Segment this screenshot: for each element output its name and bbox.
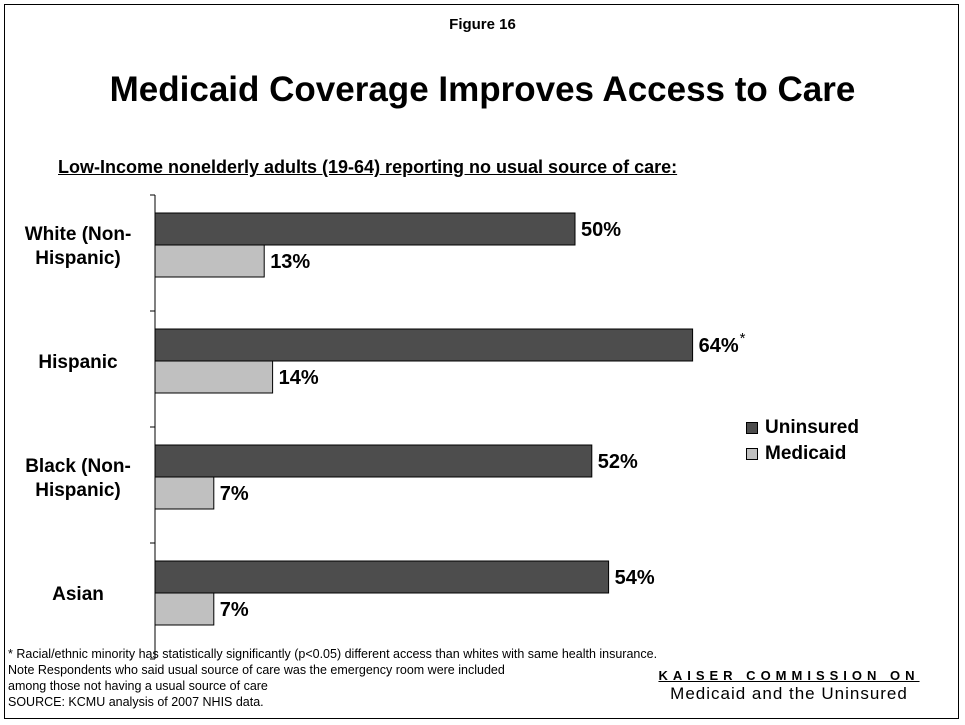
bar-medicaid: [154, 244, 265, 278]
data-label-uninsured: 52%: [598, 451, 638, 473]
chart-subtitle: Low-Income nonelderly adults (19-64) rep…: [58, 157, 678, 177]
data-label-medicaid: 7%: [220, 599, 249, 621]
bar-uninsured: [154, 328, 694, 362]
legend-item-medicaid: Medicaid: [746, 441, 859, 467]
logo-line1: KAISER COMMISSION ON: [658, 668, 920, 683]
data-label-uninsured: 64%: [699, 335, 739, 357]
legend-label-medicaid: Medicaid: [765, 443, 847, 464]
category-label: Black (Non-Hispanic): [25, 456, 131, 501]
legend-label-uninsured: Uninsured: [765, 417, 859, 438]
data-label-medicaid: 13%: [270, 251, 310, 273]
legend-item-uninsured: Uninsured: [746, 415, 859, 441]
category-label: Asian: [52, 584, 104, 605]
legend-swatch-medicaid: [746, 448, 758, 460]
figure-label: Figure 16: [449, 16, 516, 33]
bar-uninsured: [154, 444, 593, 478]
logo-line2: Medicaid and the Uninsured: [670, 684, 908, 703]
legend-swatch-uninsured: [746, 422, 758, 434]
data-label-medicaid: 7%: [220, 483, 249, 505]
data-label-uninsured: 54%: [615, 567, 655, 589]
category-label: White (Non-Hispanic): [25, 224, 132, 269]
kaiser-logo: KAISER COMMISSION ON Medicaid and the Un…: [644, 668, 934, 704]
data-label-uninsured: 50%: [581, 219, 621, 241]
footnotes: * Racial/ethnic minority has statistical…: [8, 646, 657, 710]
footnote-note-line1: Note Respondents who said usual source o…: [8, 663, 505, 677]
bar-medicaid: [154, 592, 215, 626]
bar-medicaid: [154, 476, 215, 510]
category-label: Hispanic: [38, 352, 118, 373]
chart-title: Medicaid Coverage Improves Access to Car…: [109, 70, 856, 109]
bar-uninsured: [154, 212, 576, 246]
bar-uninsured: [154, 560, 610, 594]
bar-medicaid: [154, 360, 274, 394]
significance-marker: *: [740, 330, 746, 347]
footnote-significance: * Racial/ethnic minority has statistical…: [8, 647, 658, 661]
slide-frame: [4, 4, 959, 719]
footnote-source: SOURCE: KCMU analysis of 2007 NHIS data.: [8, 695, 264, 709]
legend: Uninsured Medicaid: [746, 415, 859, 467]
data-label-medicaid: 14%: [279, 367, 319, 389]
footnote-note-line2: among those not having a usual source of…: [8, 679, 268, 693]
